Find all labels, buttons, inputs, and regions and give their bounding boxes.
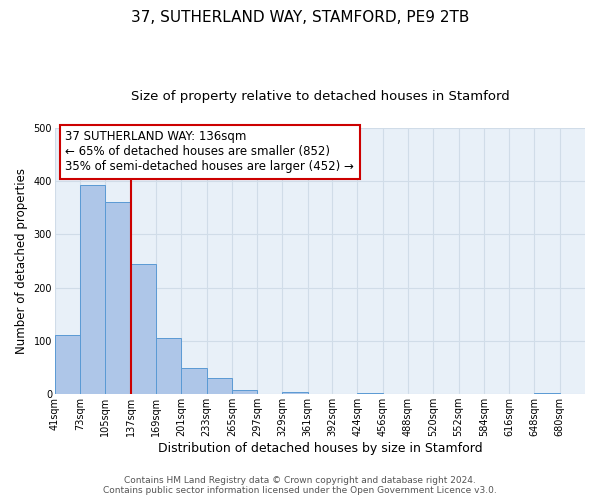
Bar (181, 368, 206, 394)
Bar (283, 392, 308, 394)
Y-axis label: Number of detached properties: Number of detached properties (15, 168, 28, 354)
Bar (156, 338, 181, 394)
Bar (535, 393, 560, 394)
Bar (55, 335, 80, 394)
Title: Size of property relative to detached houses in Stamford: Size of property relative to detached ho… (131, 90, 509, 103)
Text: 37 SUTHERLAND WAY: 136sqm
← 65% of detached houses are smaller (852)
35% of semi: 37 SUTHERLAND WAY: 136sqm ← 65% of detac… (65, 130, 355, 174)
Text: 37, SUTHERLAND WAY, STAMFORD, PE9 2TB: 37, SUTHERLAND WAY, STAMFORD, PE9 2TB (131, 10, 469, 25)
Bar (80, 185, 106, 394)
Bar (106, 202, 131, 394)
Bar (358, 393, 383, 394)
Bar (232, 390, 257, 394)
Text: Contains HM Land Registry data © Crown copyright and database right 2024.
Contai: Contains HM Land Registry data © Crown c… (103, 476, 497, 495)
X-axis label: Distribution of detached houses by size in Stamford: Distribution of detached houses by size … (158, 442, 482, 455)
Bar (131, 264, 156, 394)
Bar (206, 378, 232, 394)
